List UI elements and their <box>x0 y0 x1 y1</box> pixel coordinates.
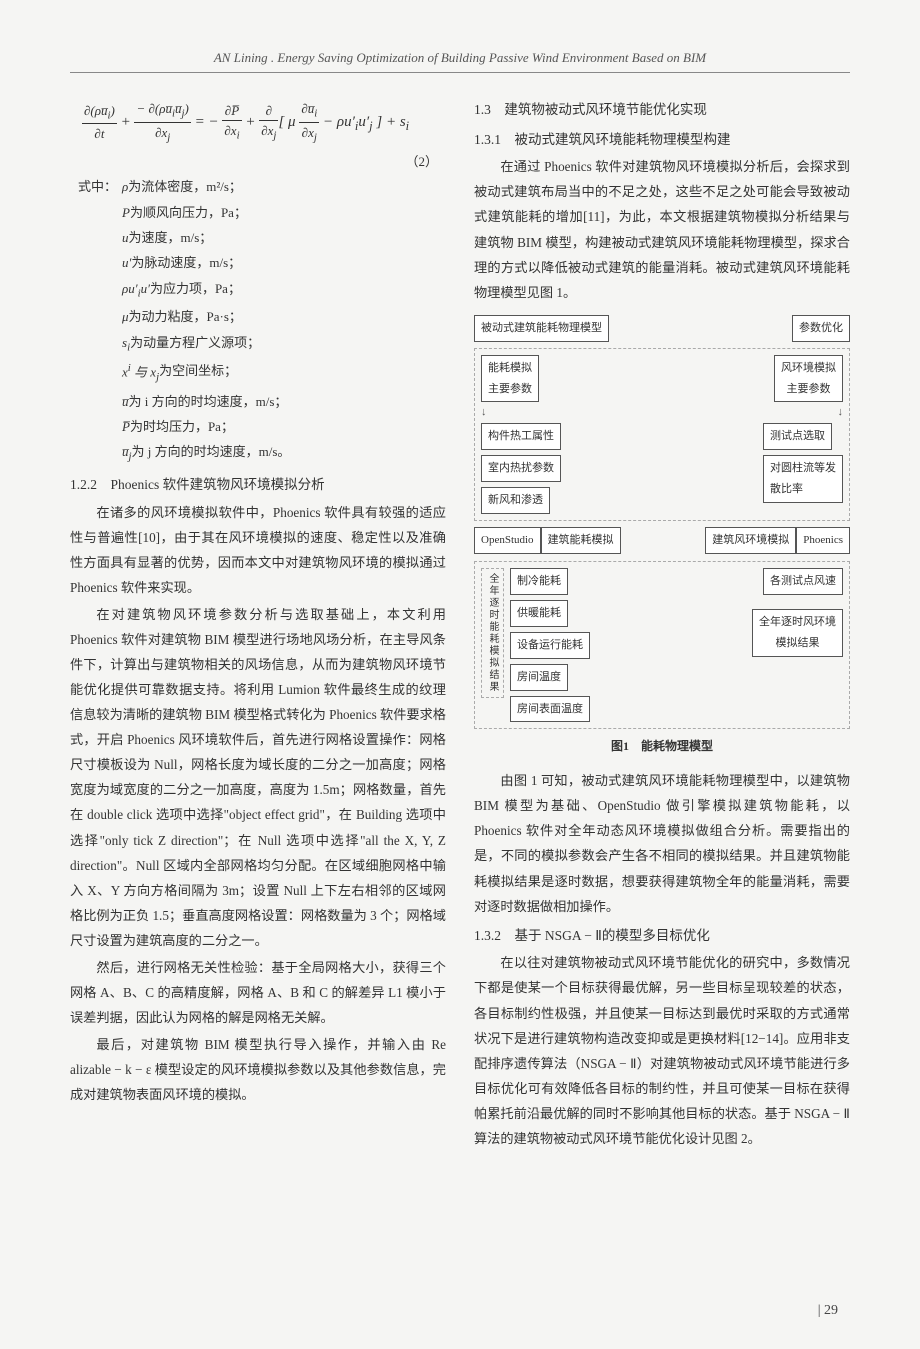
paragraph: 在对建筑物风环境参数分析与选取基础上，本文利用 Phoenics 软件对建筑物 … <box>70 602 446 953</box>
two-column-layout: ∂(ρu̅i)∂t + − ∂(ρu̅iu̅j)∂xj = − ∂P̅∂xi +… <box>70 93 850 1153</box>
section-1-3-heading: 1.3 建筑物被动式风环境节能优化实现 <box>474 97 850 123</box>
paragraph: 在诸多的风环境模拟软件中，Phoenics 软件具有较强的适应性与普遍性[10]… <box>70 500 446 600</box>
paragraph: 在通过 Phoenics 软件对建筑物风环境模拟分析后，会探求到被动式建筑布局当… <box>474 154 850 304</box>
left-column: ∂(ρu̅i)∂t + − ∂(ρu̅iu̅j)∂xj = − ∂P̅∂xi +… <box>70 93 446 1153</box>
diagram-box: 被动式建筑能耗物理模型 <box>474 315 609 342</box>
equation-number: （2） <box>70 150 446 175</box>
diagram-box: 测试点选取 <box>763 423 832 450</box>
diagram-vertical-label: 全年逐时能耗模拟结果 <box>481 568 504 698</box>
diagram-box: 参数优化 <box>792 315 850 342</box>
running-header: AN Lining . Energy Saving Optimization o… <box>70 50 850 73</box>
diagram-box: 构件热工属性 <box>481 423 561 450</box>
paragraph: 在以往对建筑物被动式风环境节能优化的研究中，多数情况下都是使某一个目标获得最优解… <box>474 950 850 1151</box>
figure-1-caption: 图1 能耗物理模型 <box>474 735 850 758</box>
definition-line: u 为速度，m/s； <box>78 225 446 250</box>
page-number: | 29 <box>818 1303 838 1319</box>
equation-2: ∂(ρu̅i)∂t + − ∂(ρu̅iu̅j)∂xj = − ∂P̅∂xi +… <box>70 93 446 150</box>
section-1-2-2-heading: 1.2.2 Phoenics 软件建筑物风环境模拟分析 <box>70 472 446 498</box>
diagram-box: Phoenics <box>796 527 850 554</box>
right-column: 1.3 建筑物被动式风环境节能优化实现 1.3.1 被动式建筑风环境能耗物理模型… <box>474 93 850 1153</box>
diagram-box: 建筑能耗模拟 <box>541 527 621 554</box>
symbol-definitions: 式中：ρ 为流体密度，m²/s；P 为顺风向压力，Pa；u 为速度，m/s；u′… <box>70 174 446 468</box>
diagram-box: 室内热扰参数 <box>481 455 561 482</box>
definition-line: μ 为动力粘度，Pa·s； <box>78 304 446 329</box>
definition-line: xi 与 xj 为空间坐标； <box>78 358 446 388</box>
definition-line: u̅ 为 i 方向的时均速度，m/s； <box>78 389 446 414</box>
diagram-box: 能耗模拟 主要参数 <box>481 355 539 403</box>
diagram-box: OpenStudio <box>474 527 541 554</box>
diagram-box: 风环境模拟 主要参数 <box>774 355 843 403</box>
definition-line: P 为顺风向压力，Pa； <box>78 200 446 225</box>
paragraph: 最后，对建筑物 BIM 模型执行导入操作，并输入由 Re alizable − … <box>70 1032 446 1107</box>
diagram-box: 全年逐时风环境 模拟结果 <box>752 609 843 657</box>
figure-1-diagram: 被动式建筑能耗物理模型 参数优化 能耗模拟 主要参数 ↓ 构件热工属性室内热扰参… <box>474 315 850 730</box>
diagram-box: 新风和渗透 <box>481 487 550 514</box>
diagram-box: 对圆柱流等发 散比率 <box>763 455 843 503</box>
definition-line: si 为动量方程广义源项； <box>78 330 446 359</box>
definition-line: 式中：ρ 为流体密度，m²/s； <box>78 174 446 199</box>
definition-line: ρu′iu′为应力项，Pa； <box>78 276 446 305</box>
paragraph: 然后，进行网格无关性检验：基于全局网格大小，获得三个网格 A、B、C 的高精度解… <box>70 955 446 1030</box>
diagram-box: 供暖能耗 <box>510 600 568 627</box>
diagram-box: 制冷能耗 <box>510 568 568 595</box>
diagram-box: 房间温度 <box>510 664 568 691</box>
definition-line: u̅j 为 j 方向的时均速度，m/s。 <box>78 439 446 468</box>
diagram-box: 各测试点风速 <box>763 568 843 595</box>
definition-line: P̅ 为时均压力，Pa； <box>78 414 446 439</box>
paragraph: 由图 1 可知，被动式建筑风环境能耗物理模型中，以建筑物 BIM 模型为基础、O… <box>474 768 850 918</box>
section-1-3-1-heading: 1.3.1 被动式建筑风环境能耗物理模型构建 <box>474 127 850 153</box>
diagram-box: 建筑风环境模拟 <box>705 527 796 554</box>
diagram-box: 设备运行能耗 <box>510 632 590 659</box>
section-1-3-2-heading: 1.3.2 基于 NSGA − Ⅱ的模型多目标优化 <box>474 923 850 949</box>
definition-line: u′为脉动速度，m/s； <box>78 250 446 275</box>
diagram-box: 房间表面温度 <box>510 696 590 723</box>
